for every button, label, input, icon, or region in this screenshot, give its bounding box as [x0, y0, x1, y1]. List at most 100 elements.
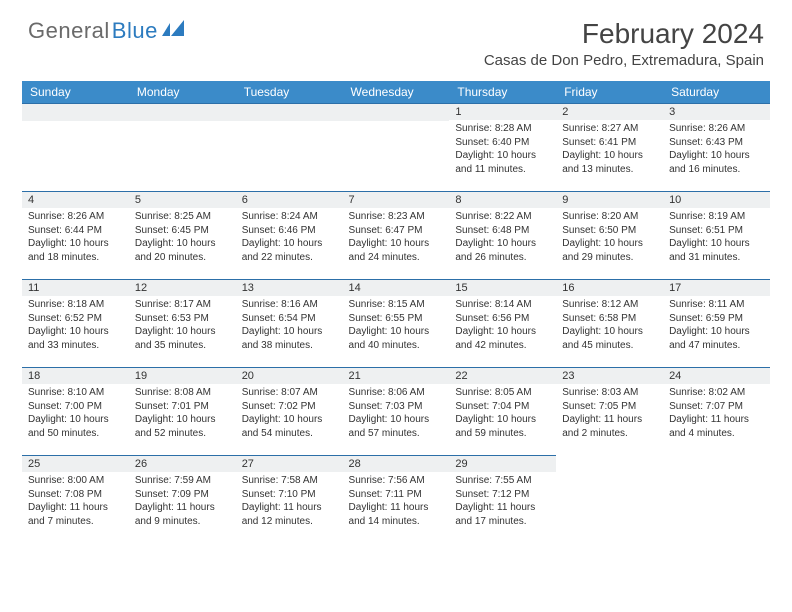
calendar-cell: 24Sunrise: 8:02 AMSunset: 7:07 PMDayligh…: [663, 367, 770, 455]
empty-day-header: [22, 103, 129, 121]
weekday-header: Saturday: [663, 81, 770, 103]
calendar-cell: [129, 103, 236, 191]
calendar-cell: 25Sunrise: 8:00 AMSunset: 7:08 PMDayligh…: [22, 455, 129, 543]
day-content: Sunrise: 8:20 AMSunset: 6:50 PMDaylight:…: [556, 208, 663, 268]
day-content: Sunrise: 8:23 AMSunset: 6:47 PMDaylight:…: [343, 208, 450, 268]
calendar-cell: 4Sunrise: 8:26 AMSunset: 6:44 PMDaylight…: [22, 191, 129, 279]
day-content: Sunrise: 8:28 AMSunset: 6:40 PMDaylight:…: [449, 120, 556, 180]
daylight-line: Daylight: 10 hours and 13 minutes.: [562, 149, 657, 176]
sunrise-line: Sunrise: 8:23 AM: [349, 210, 444, 224]
daylight-line: Daylight: 11 hours and 17 minutes.: [455, 501, 550, 528]
day-number: 13: [236, 279, 343, 296]
calendar-cell: [663, 455, 770, 543]
sunset-line: Sunset: 6:40 PM: [455, 136, 550, 150]
sunset-line: Sunset: 7:09 PM: [135, 488, 230, 502]
sunrise-line: Sunrise: 8:10 AM: [28, 386, 123, 400]
sunset-line: Sunset: 7:05 PM: [562, 400, 657, 414]
day-content: Sunrise: 7:58 AMSunset: 7:10 PMDaylight:…: [236, 472, 343, 532]
calendar-week-row: 18Sunrise: 8:10 AMSunset: 7:00 PMDayligh…: [22, 367, 770, 455]
sunrise-line: Sunrise: 8:25 AM: [135, 210, 230, 224]
day-content: Sunrise: 8:16 AMSunset: 6:54 PMDaylight:…: [236, 296, 343, 356]
day-number: 26: [129, 455, 236, 472]
weekday-header: Wednesday: [343, 81, 450, 103]
sunset-line: Sunset: 6:50 PM: [562, 224, 657, 238]
daylight-line: Daylight: 10 hours and 45 minutes.: [562, 325, 657, 352]
daylight-line: Daylight: 10 hours and 54 minutes.: [242, 413, 337, 440]
day-content: Sunrise: 8:10 AMSunset: 7:00 PMDaylight:…: [22, 384, 129, 444]
sunset-line: Sunset: 6:59 PM: [669, 312, 764, 326]
calendar-cell: 27Sunrise: 7:58 AMSunset: 7:10 PMDayligh…: [236, 455, 343, 543]
header: GeneralBlue February 2024 Casas de Don P…: [0, 0, 792, 73]
day-content: Sunrise: 8:14 AMSunset: 6:56 PMDaylight:…: [449, 296, 556, 356]
daylight-line: Daylight: 11 hours and 7 minutes.: [28, 501, 123, 528]
day-number: 9: [556, 191, 663, 208]
calendar-body: 1Sunrise: 8:28 AMSunset: 6:40 PMDaylight…: [22, 103, 770, 543]
daylight-line: Daylight: 10 hours and 16 minutes.: [669, 149, 764, 176]
sunset-line: Sunset: 7:02 PM: [242, 400, 337, 414]
day-number: 7: [343, 191, 450, 208]
sunset-line: Sunset: 6:47 PM: [349, 224, 444, 238]
calendar-cell: [22, 103, 129, 191]
empty-day-header: [129, 103, 236, 121]
calendar-cell: [343, 103, 450, 191]
day-content: Sunrise: 8:19 AMSunset: 6:51 PMDaylight:…: [663, 208, 770, 268]
day-number: 3: [663, 103, 770, 120]
day-content: Sunrise: 8:27 AMSunset: 6:41 PMDaylight:…: [556, 120, 663, 180]
sunrise-line: Sunrise: 7:55 AM: [455, 474, 550, 488]
calendar-cell: 7Sunrise: 8:23 AMSunset: 6:47 PMDaylight…: [343, 191, 450, 279]
calendar-week-row: 25Sunrise: 8:00 AMSunset: 7:08 PMDayligh…: [22, 455, 770, 543]
sunset-line: Sunset: 6:55 PM: [349, 312, 444, 326]
day-number: 1: [449, 103, 556, 120]
daylight-line: Daylight: 11 hours and 2 minutes.: [562, 413, 657, 440]
day-number: 19: [129, 367, 236, 384]
calendar-cell: 19Sunrise: 8:08 AMSunset: 7:01 PMDayligh…: [129, 367, 236, 455]
day-content: Sunrise: 8:15 AMSunset: 6:55 PMDaylight:…: [343, 296, 450, 356]
day-content: Sunrise: 8:08 AMSunset: 7:01 PMDaylight:…: [129, 384, 236, 444]
sunrise-line: Sunrise: 8:07 AM: [242, 386, 337, 400]
sunset-line: Sunset: 7:08 PM: [28, 488, 123, 502]
day-number: 15: [449, 279, 556, 296]
day-content: Sunrise: 8:17 AMSunset: 6:53 PMDaylight:…: [129, 296, 236, 356]
logo-text-blue: Blue: [112, 18, 158, 44]
calendar-cell: 10Sunrise: 8:19 AMSunset: 6:51 PMDayligh…: [663, 191, 770, 279]
day-number: 27: [236, 455, 343, 472]
sunset-line: Sunset: 7:00 PM: [28, 400, 123, 414]
calendar-week-row: 1Sunrise: 8:28 AMSunset: 6:40 PMDaylight…: [22, 103, 770, 191]
day-content: Sunrise: 7:56 AMSunset: 7:11 PMDaylight:…: [343, 472, 450, 532]
day-content: Sunrise: 8:07 AMSunset: 7:02 PMDaylight:…: [236, 384, 343, 444]
day-number: 17: [663, 279, 770, 296]
day-number: 2: [556, 103, 663, 120]
calendar-cell: 22Sunrise: 8:05 AMSunset: 7:04 PMDayligh…: [449, 367, 556, 455]
daylight-line: Daylight: 11 hours and 4 minutes.: [669, 413, 764, 440]
sunset-line: Sunset: 7:12 PM: [455, 488, 550, 502]
sunrise-line: Sunrise: 7:59 AM: [135, 474, 230, 488]
daylight-line: Daylight: 10 hours and 24 minutes.: [349, 237, 444, 264]
logo-text-gray: General: [28, 18, 110, 44]
day-number: 12: [129, 279, 236, 296]
day-number: 28: [343, 455, 450, 472]
day-content: Sunrise: 8:02 AMSunset: 7:07 PMDaylight:…: [663, 384, 770, 444]
calendar-cell: 11Sunrise: 8:18 AMSunset: 6:52 PMDayligh…: [22, 279, 129, 367]
day-number: 4: [22, 191, 129, 208]
calendar-cell: 16Sunrise: 8:12 AMSunset: 6:58 PMDayligh…: [556, 279, 663, 367]
daylight-line: Daylight: 11 hours and 12 minutes.: [242, 501, 337, 528]
daylight-line: Daylight: 10 hours and 29 minutes.: [562, 237, 657, 264]
sunrise-line: Sunrise: 8:20 AM: [562, 210, 657, 224]
sunrise-line: Sunrise: 8:15 AM: [349, 298, 444, 312]
sunset-line: Sunset: 6:51 PM: [669, 224, 764, 238]
sunset-line: Sunset: 6:43 PM: [669, 136, 764, 150]
calendar-cell: 13Sunrise: 8:16 AMSunset: 6:54 PMDayligh…: [236, 279, 343, 367]
daylight-line: Daylight: 10 hours and 40 minutes.: [349, 325, 444, 352]
sunset-line: Sunset: 6:53 PM: [135, 312, 230, 326]
calendar-cell: 18Sunrise: 8:10 AMSunset: 7:00 PMDayligh…: [22, 367, 129, 455]
calendar-cell: 6Sunrise: 8:24 AMSunset: 6:46 PMDaylight…: [236, 191, 343, 279]
sunset-line: Sunset: 6:54 PM: [242, 312, 337, 326]
sunset-line: Sunset: 7:01 PM: [135, 400, 230, 414]
day-number: 11: [22, 279, 129, 296]
sunrise-line: Sunrise: 8:05 AM: [455, 386, 550, 400]
sunrise-line: Sunrise: 8:00 AM: [28, 474, 123, 488]
empty-day-header: [343, 103, 450, 121]
day-number: 6: [236, 191, 343, 208]
sunset-line: Sunset: 6:46 PM: [242, 224, 337, 238]
day-content: Sunrise: 8:24 AMSunset: 6:46 PMDaylight:…: [236, 208, 343, 268]
